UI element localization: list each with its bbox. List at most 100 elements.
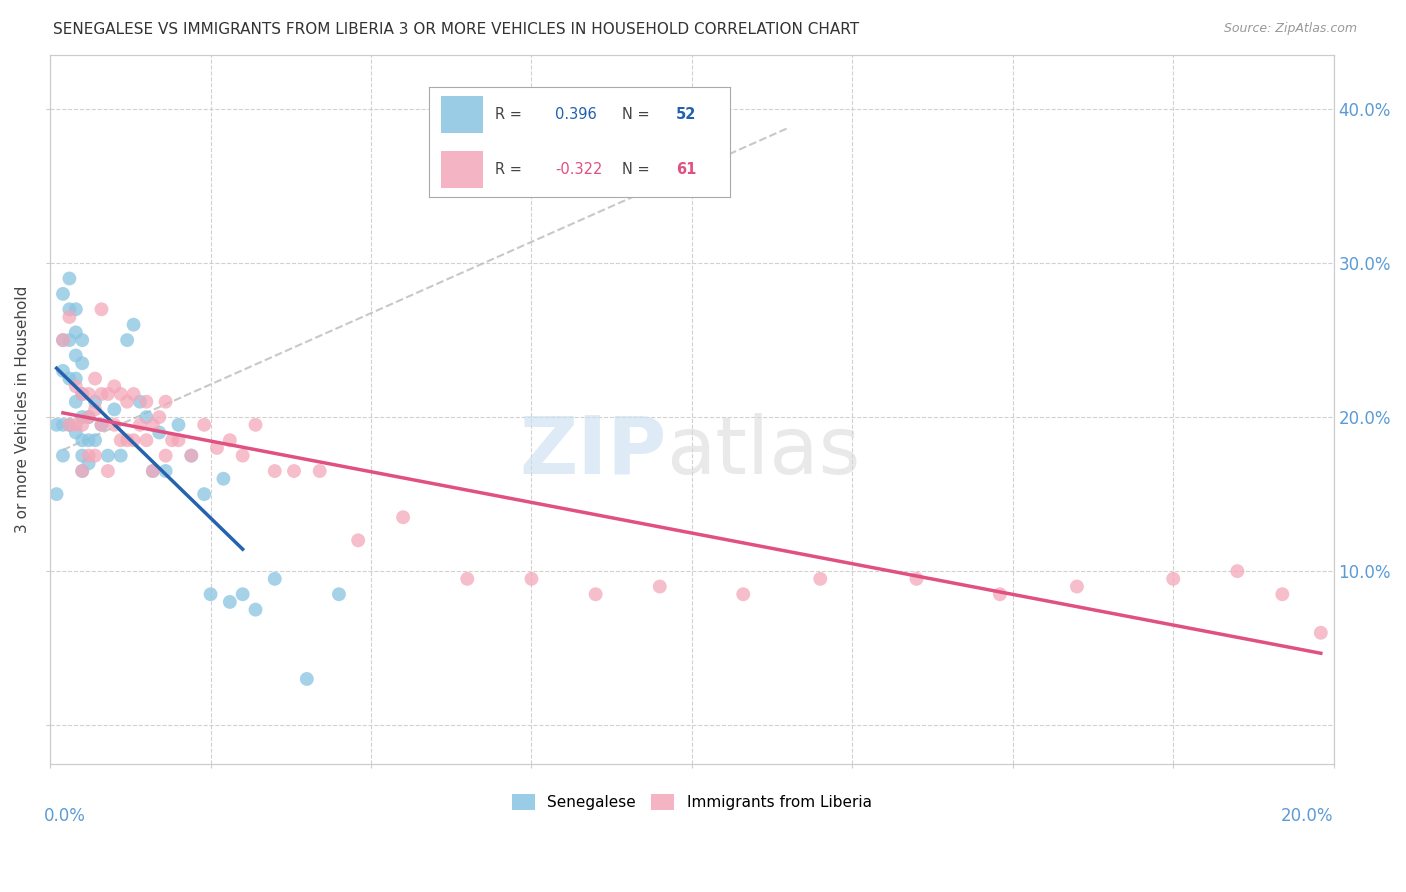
Point [77, 449, 100, 463]
Point [347, 533, 370, 548]
Y-axis label: 3 or more Vehicles in Household: 3 or more Vehicles in Household [15, 285, 30, 533]
Point [115, 434, 138, 448]
Point [1309, 625, 1331, 640]
Point [180, 449, 202, 463]
Legend: Senegalese, Immigrants from Liberia: Senegalese, Immigrants from Liberia [506, 788, 877, 816]
Point [84, 371, 107, 385]
Point [58, 310, 80, 324]
Point [200, 587, 222, 601]
Point [84, 402, 107, 417]
Point [135, 394, 157, 409]
Point [520, 572, 543, 586]
Point [142, 464, 165, 478]
Point [1066, 580, 1088, 594]
Point [193, 487, 215, 501]
Point [585, 587, 607, 601]
Text: 0.0%: 0.0% [44, 806, 86, 825]
Point [70, 464, 93, 478]
Point [148, 410, 170, 425]
Point [103, 379, 125, 393]
Point [77, 434, 100, 448]
Point [115, 394, 138, 409]
Point [65, 417, 87, 432]
Point [283, 464, 305, 478]
Point [122, 387, 145, 401]
Point [52, 333, 75, 347]
Point [70, 333, 93, 347]
Point [167, 434, 190, 448]
Point [988, 587, 1011, 601]
Point [90, 417, 112, 432]
Point [52, 286, 75, 301]
Point [52, 417, 75, 432]
Point [122, 318, 145, 332]
Text: atlas: atlas [666, 413, 860, 491]
Point [84, 394, 107, 409]
Point [70, 434, 93, 448]
Point [148, 425, 170, 440]
Point [392, 510, 415, 524]
Point [97, 449, 120, 463]
Point [58, 417, 80, 432]
Point [90, 417, 112, 432]
Point [70, 449, 93, 463]
Text: Source: ZipAtlas.com: Source: ZipAtlas.com [1223, 22, 1357, 36]
Point [205, 441, 228, 455]
Point [110, 434, 132, 448]
Point [328, 587, 350, 601]
Point [122, 434, 145, 448]
Point [648, 580, 671, 594]
Text: SENEGALESE VS IMMIGRANTS FROM LIBERIA 3 OR MORE VEHICLES IN HOUSEHOLD CORRELATIO: SENEGALESE VS IMMIGRANTS FROM LIBERIA 3 … [53, 22, 859, 37]
Point [1271, 587, 1294, 601]
Point [90, 302, 112, 317]
Point [155, 394, 177, 409]
Point [65, 394, 87, 409]
Point [1161, 572, 1184, 586]
Point [160, 434, 183, 448]
Point [263, 464, 285, 478]
Point [84, 449, 107, 463]
Point [52, 333, 75, 347]
Point [97, 464, 120, 478]
Point [218, 595, 240, 609]
Point [65, 349, 87, 363]
Point [103, 402, 125, 417]
Point [308, 464, 330, 478]
Point [70, 356, 93, 370]
Point [77, 410, 100, 425]
Point [1226, 564, 1249, 578]
Point [90, 387, 112, 401]
Point [110, 449, 132, 463]
Point [58, 371, 80, 385]
Point [97, 387, 120, 401]
Point [45, 417, 67, 432]
Point [110, 387, 132, 401]
Point [218, 434, 240, 448]
Point [58, 271, 80, 285]
Point [155, 449, 177, 463]
Point [77, 456, 100, 470]
Point [263, 572, 285, 586]
Point [45, 487, 67, 501]
Point [77, 387, 100, 401]
Point [135, 410, 157, 425]
Point [70, 387, 93, 401]
Point [905, 572, 928, 586]
Point [77, 410, 100, 425]
Point [167, 417, 190, 432]
Point [65, 326, 87, 340]
Point [733, 587, 755, 601]
Point [103, 417, 125, 432]
Point [142, 417, 165, 432]
Point [84, 434, 107, 448]
Point [70, 464, 93, 478]
Point [135, 434, 157, 448]
Point [58, 417, 80, 432]
Point [232, 449, 254, 463]
Point [65, 302, 87, 317]
Point [115, 333, 138, 347]
Text: 20.0%: 20.0% [1281, 806, 1334, 825]
Point [129, 417, 152, 432]
Point [70, 387, 93, 401]
Point [70, 417, 93, 432]
